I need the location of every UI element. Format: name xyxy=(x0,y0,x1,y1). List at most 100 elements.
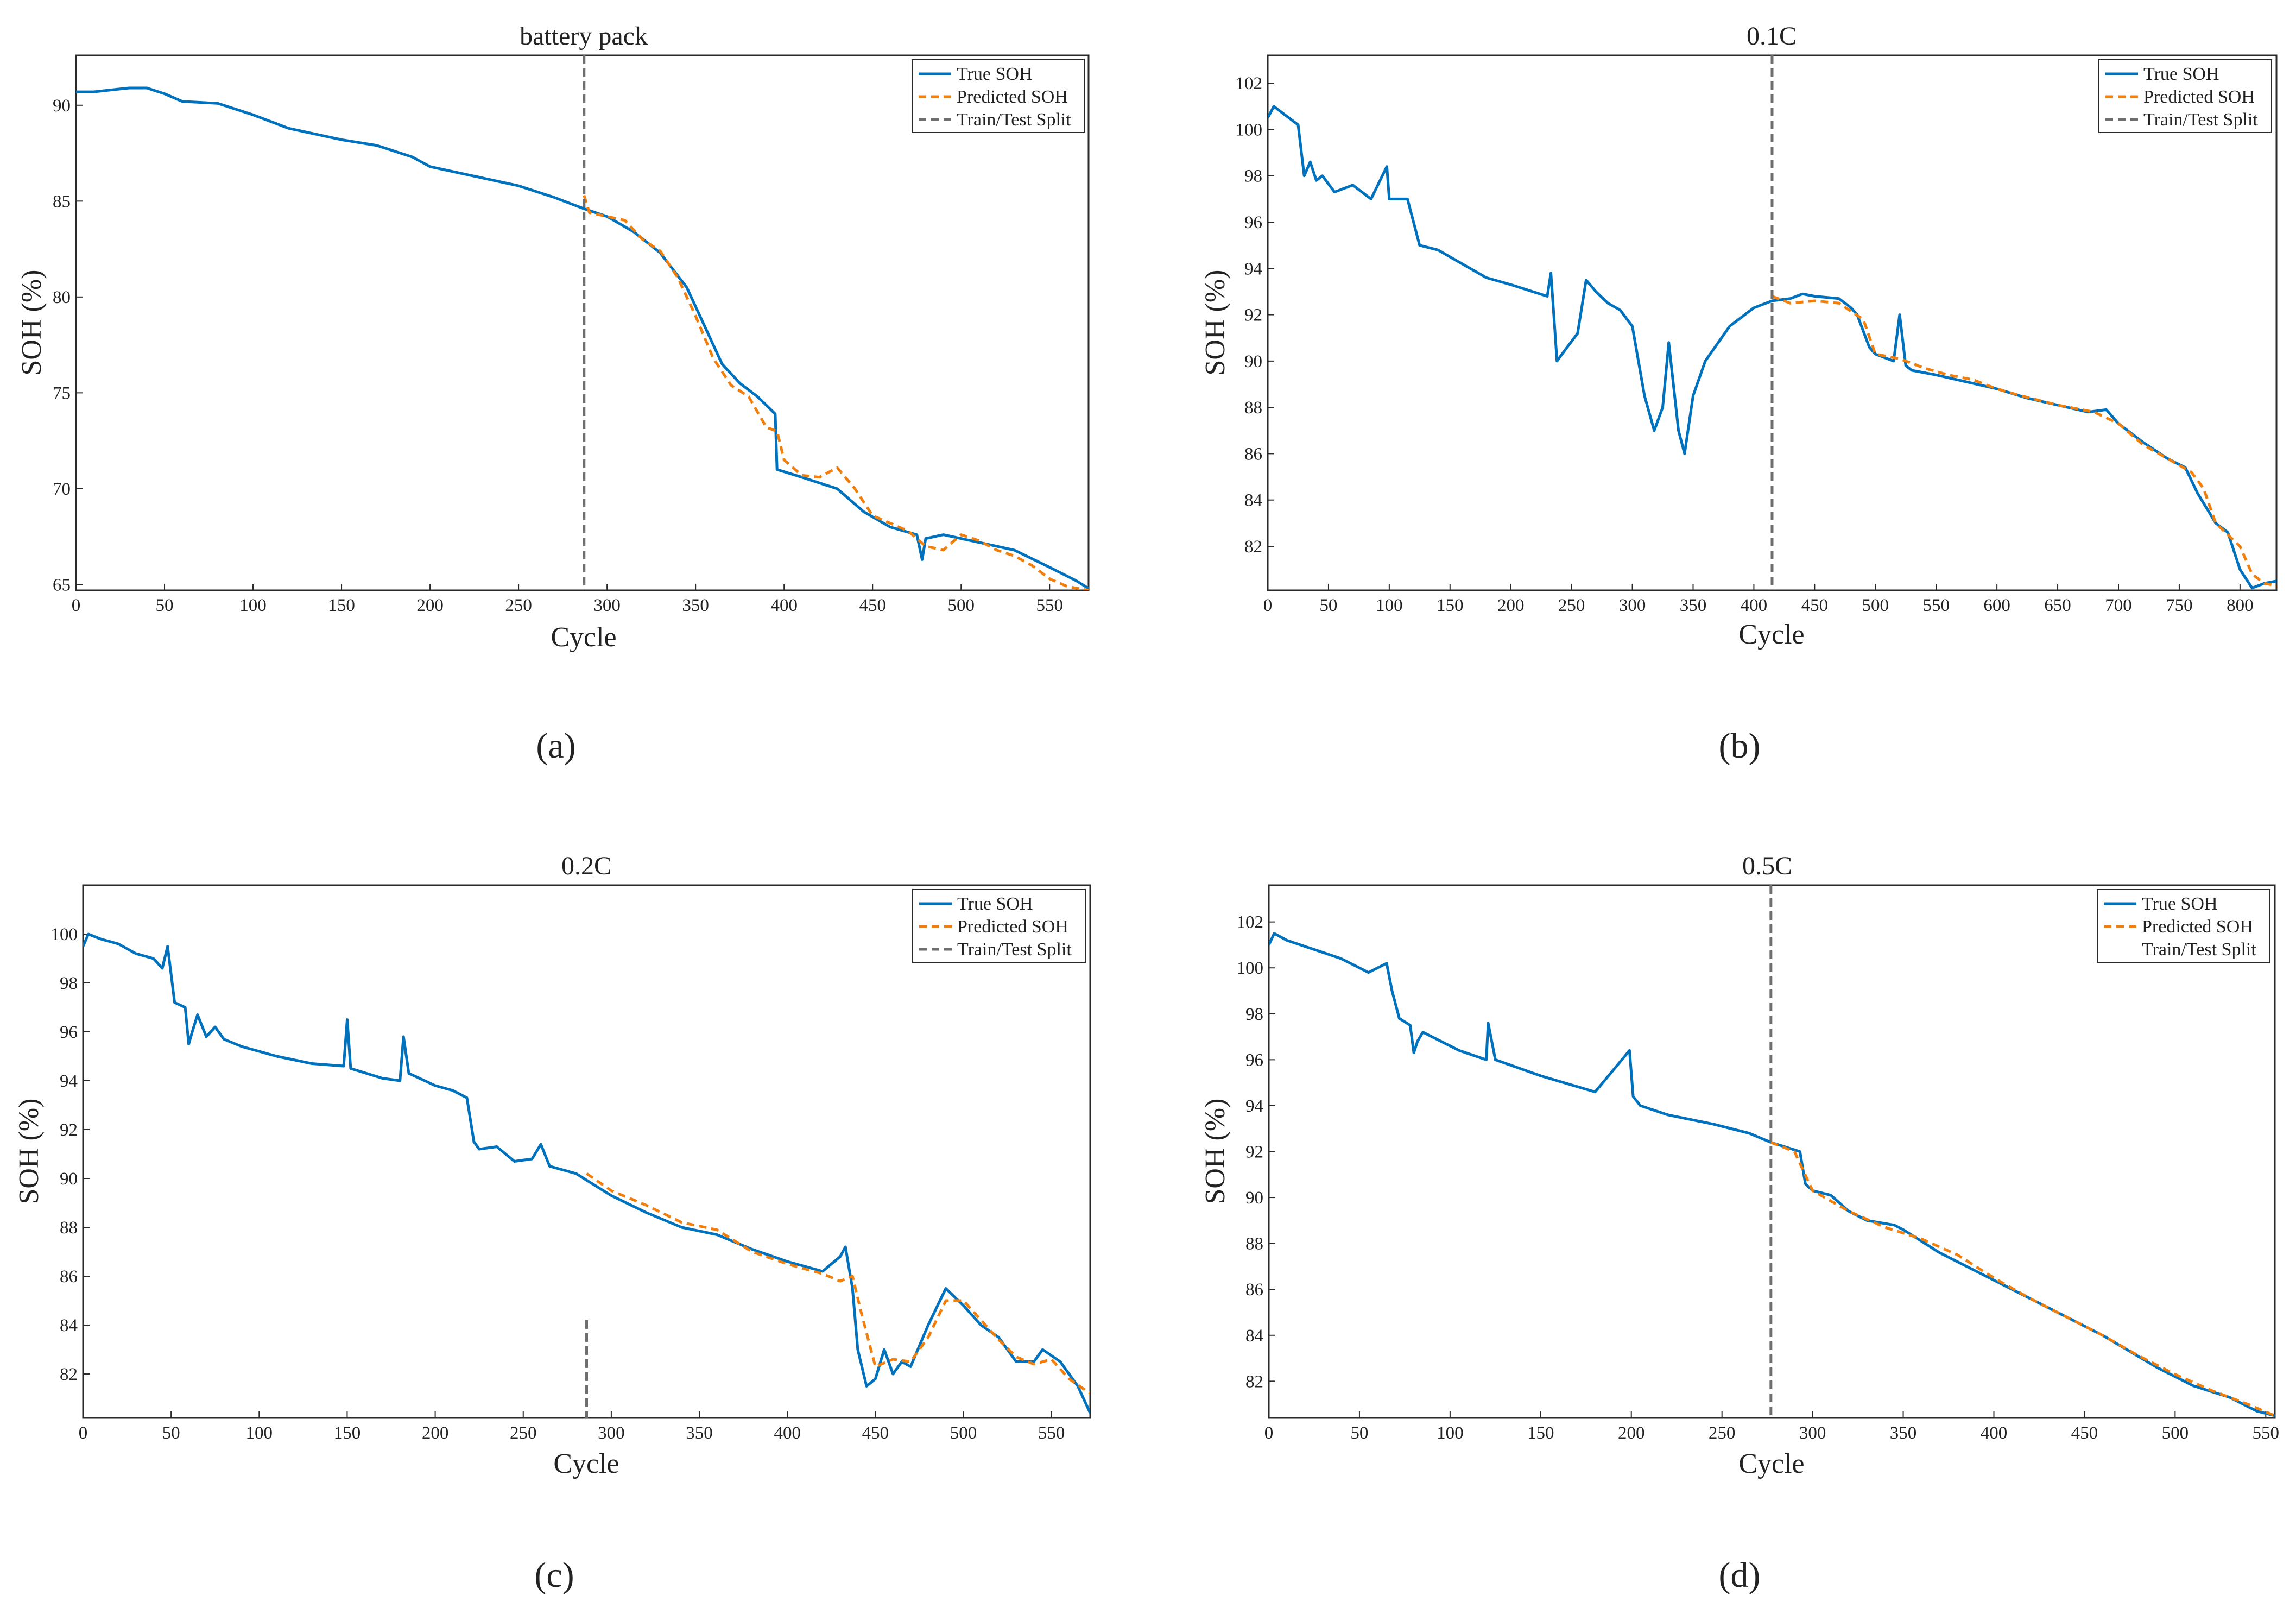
y-tick-label: 84 xyxy=(1245,1326,1263,1346)
y-axis-ticks: 82 84 86 88 90 92 94 96 98 100 102 xyxy=(1237,913,1275,1391)
legend-label-pred: Predicted SOH xyxy=(957,917,1068,937)
predicted-soh-line xyxy=(583,194,1089,590)
x-tick-label: 0 xyxy=(79,1423,88,1443)
y-tick-label: 98 xyxy=(1244,167,1262,186)
legend: True SOH Predicted SOH Train/Test Split xyxy=(2098,59,2272,133)
chart-title: 0.1C xyxy=(1747,22,1797,51)
x-axis-label: Cycle xyxy=(551,622,616,653)
y-tick-label: 96 xyxy=(60,1023,78,1042)
true-soh-line xyxy=(76,86,1089,590)
x-tick-label: 300 xyxy=(1799,1423,1826,1443)
y-tick-label: 82 xyxy=(60,1365,78,1384)
x-tick-label: 550 xyxy=(1036,596,1064,615)
y-tick-label: 100 xyxy=(1236,120,1263,140)
y-axis-ticks: 82 84 86 88 90 92 94 96 98 100 xyxy=(51,925,90,1384)
x-axis-ticks: 0 50 100 150 200 250 300 350 400 450 500 550 600 650 7… xyxy=(1263,584,2254,615)
x-tick-label: 350 xyxy=(686,1423,713,1443)
true-soh-line xyxy=(1269,932,2275,1417)
y-tick-label: 90 xyxy=(60,1169,78,1189)
x-tick-label: 0 xyxy=(72,596,81,615)
y-axis-ticks: 65 70 75 80 85 90 xyxy=(53,96,83,595)
y-tick-label: 92 xyxy=(1244,306,1262,325)
x-tick-label: 400 xyxy=(1981,1423,2008,1443)
legend: True SOH Predicted SOH Train/Test Split xyxy=(912,59,1085,133)
x-tick-label: 550 xyxy=(2253,1423,2280,1443)
x-tick-label: 50 xyxy=(162,1423,180,1443)
series-group xyxy=(83,932,1090,1418)
y-tick-label: 102 xyxy=(1236,74,1263,93)
y-tick-label: 80 xyxy=(53,288,71,307)
y-tick-label: 92 xyxy=(1245,1143,1263,1162)
x-tick-label: 250 xyxy=(505,596,532,615)
x-tick-label: 600 xyxy=(1983,596,2010,615)
x-tick-label: 450 xyxy=(1801,596,1829,615)
y-tick-label: 90 xyxy=(53,96,71,116)
x-axis-ticks: 0 50 100 150 200 250 300 350 400 450 500 550 xyxy=(72,584,1063,615)
panel-caption: (b) xyxy=(1719,726,1761,766)
legend-box xyxy=(2098,59,2272,133)
predicted-soh-line xyxy=(1772,295,2276,587)
y-tick-label: 100 xyxy=(51,925,78,944)
x-tick-label: 200 xyxy=(1618,1423,1645,1443)
x-tick-label: 200 xyxy=(1497,596,1525,615)
y-axis-label: SOH (%) xyxy=(16,270,47,376)
x-tick-label: 100 xyxy=(1376,596,1403,615)
panel-b: 0.1C 0 50 100 150 200 250 300 350 400 450 500 550 60… xyxy=(1200,22,2278,766)
x-tick-label: 350 xyxy=(682,596,709,615)
legend-label-true: True SOH xyxy=(2142,894,2218,914)
x-tick-label: 250 xyxy=(510,1423,537,1443)
x-tick-label: 500 xyxy=(950,1423,977,1443)
legend-label-true: True SOH xyxy=(957,894,1033,914)
legend-label-split: Train/Test Split xyxy=(2143,110,2258,130)
y-tick-label: 84 xyxy=(1244,491,1262,510)
x-axis-label: Cycle xyxy=(553,1448,619,1479)
x-tick-label: 150 xyxy=(1527,1423,1554,1443)
y-tick-label: 82 xyxy=(1244,537,1262,557)
x-tick-label: 400 xyxy=(770,596,798,615)
panel-d: 0.5C 0 50 100 150 200 250 300 350 400 450 500 550 8… xyxy=(1200,852,2279,1595)
series-group xyxy=(1269,885,2275,1418)
plot-frame xyxy=(75,54,1090,591)
x-tick-label: 450 xyxy=(862,1423,889,1443)
panel-a: battery pack 0 50 100 150 200 250 300 350 400 450… xyxy=(16,22,1090,766)
legend-label-true: True SOH xyxy=(2143,64,2219,84)
y-tick-label: 84 xyxy=(60,1316,78,1335)
x-tick-label: 550 xyxy=(1922,596,1950,615)
y-axis-ticks: 82 84 86 88 90 92 94 96 98 100 102 xyxy=(1236,74,1274,557)
y-tick-label: 86 xyxy=(1244,444,1262,464)
series-group xyxy=(76,55,1089,590)
x-tick-label: 0 xyxy=(1264,1423,1274,1443)
x-tick-label: 250 xyxy=(1558,596,1585,615)
x-tick-label: 500 xyxy=(947,596,975,615)
series-group xyxy=(1268,55,2276,590)
x-tick-label: 50 xyxy=(1319,596,1337,615)
predicted-soh-line xyxy=(586,1172,1090,1395)
y-axis-label: SOH (%) xyxy=(14,1099,45,1205)
panel-caption: (c) xyxy=(534,1555,574,1595)
y-tick-label: 96 xyxy=(1244,213,1262,232)
y-tick-label: 98 xyxy=(60,974,78,993)
y-tick-label: 102 xyxy=(1237,913,1264,932)
legend-label-split: Train/Test Split xyxy=(2142,940,2256,960)
x-tick-label: 100 xyxy=(239,596,267,615)
x-tick-label: 50 xyxy=(156,596,174,615)
legend-label-split: Train/Test Split xyxy=(957,110,1071,130)
y-axis-label: SOH (%) xyxy=(1200,1099,1231,1205)
x-tick-label: 750 xyxy=(2166,596,2193,615)
chart-title: battery pack xyxy=(520,22,648,51)
x-tick-label: 500 xyxy=(1862,596,1889,615)
y-tick-label: 82 xyxy=(1245,1372,1263,1391)
x-tick-label: 200 xyxy=(422,1423,449,1443)
x-tick-label: 300 xyxy=(1619,596,1646,615)
predicted-soh-line xyxy=(1770,1141,2275,1417)
legend: True SOH Predicted SOH Train/Test Split xyxy=(912,889,1086,963)
y-tick-label: 86 xyxy=(1245,1280,1263,1300)
y-tick-label: 94 xyxy=(1244,259,1262,279)
x-axis-ticks: 0 50 100 150 200 250 300 350 400 450 500 550 xyxy=(1264,1411,2279,1443)
x-tick-label: 150 xyxy=(334,1423,361,1443)
x-tick-label: 800 xyxy=(2227,596,2254,615)
x-tick-label: 50 xyxy=(1350,1423,1368,1443)
y-tick-label: 94 xyxy=(1245,1096,1263,1116)
x-axis-ticks: 0 50 100 150 200 250 300 350 400 450 500 550 xyxy=(79,1411,1065,1443)
